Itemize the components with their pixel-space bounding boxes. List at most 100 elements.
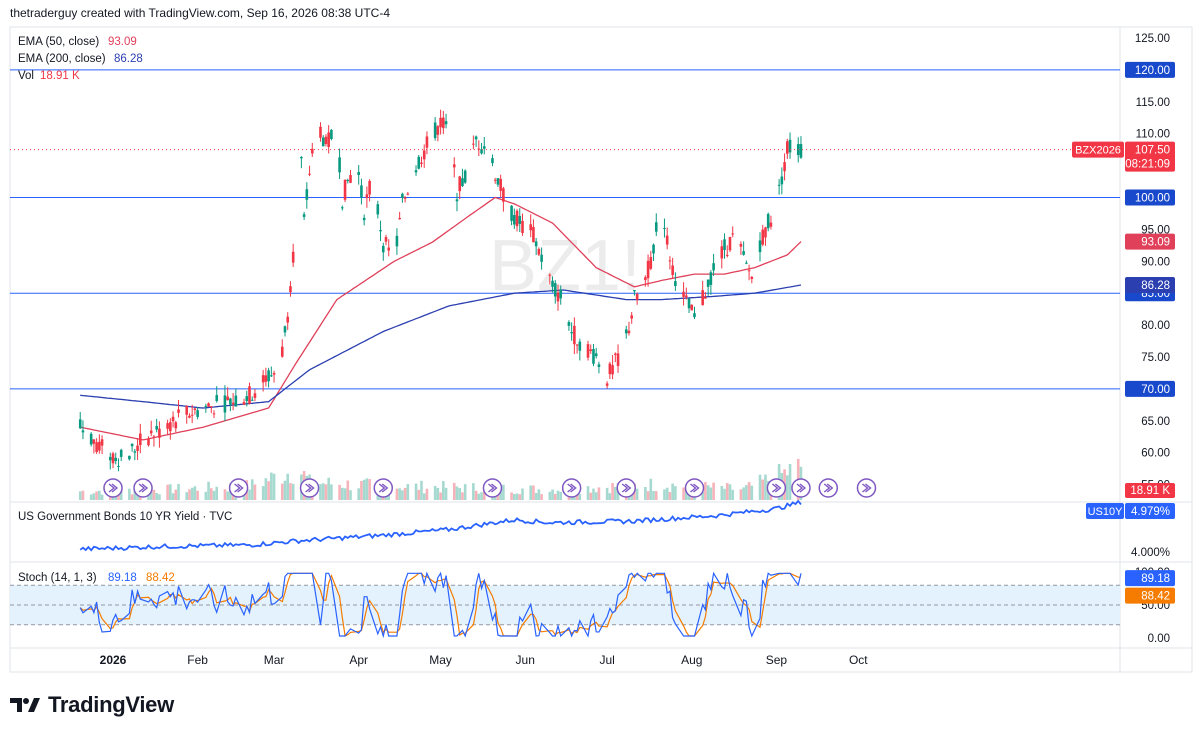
candle-body[interactable] [234,395,238,407]
candle-body[interactable] [357,172,360,175]
candle-body[interactable] [665,235,669,245]
tradingview-brand[interactable]: TradingView [10,692,174,718]
candle-body[interactable] [537,248,541,255]
candle-body[interactable] [493,179,497,181]
candle-body[interactable] [534,241,538,247]
candle-body[interactable] [491,158,494,164]
candle-body[interactable] [712,263,715,271]
candle-body[interactable] [425,136,429,148]
candle-body[interactable] [635,293,639,300]
candle-body[interactable] [89,433,93,445]
candle-body[interactable] [149,430,153,434]
candle-body[interactable] [548,274,552,276]
candle-body[interactable] [551,280,554,287]
stoch-k-line[interactable] [79,571,802,639]
last-price-tag[interactable] [1125,141,1175,172]
candle-body[interactable] [742,251,745,255]
candle-body[interactable] [728,236,732,251]
candle-body[interactable] [280,346,284,357]
candle-body[interactable] [226,396,229,401]
candle-body[interactable] [786,141,789,154]
candle-body[interactable] [633,290,636,292]
candle-body[interactable] [559,289,563,299]
candle-body[interactable] [704,297,707,299]
candle-body[interactable] [521,220,524,234]
candle-body[interactable] [207,403,210,407]
candle-body[interactable] [518,215,522,224]
candle-body[interactable] [111,453,115,464]
candle-body[interactable] [745,262,748,264]
price-axis[interactable]: 125.00120.00115.00110.00105.00100.0095.0… [1072,33,1175,498]
candle-body[interactable] [321,137,325,147]
candle-body[interactable] [605,383,609,386]
level-price-tag[interactable] [1125,189,1175,206]
candle-body[interactable] [461,178,464,187]
candle-body[interactable] [302,214,306,217]
candle-body[interactable] [209,406,213,408]
event-markers[interactable] [103,478,877,498]
candle-body[interactable] [463,170,467,183]
candle-body[interactable] [223,395,227,413]
candle-body[interactable] [310,148,314,154]
candle-body[interactable] [212,413,216,415]
candle-body[interactable] [687,298,691,309]
candle-body[interactable] [152,436,156,438]
candle-body[interactable] [433,122,437,139]
candle-body[interactable] [436,126,440,135]
candle-body[interactable] [283,326,287,333]
candle-body[interactable] [174,422,178,429]
candle-body[interactable] [231,402,235,405]
candle-body[interactable] [362,217,366,221]
candle-body[interactable] [654,222,658,232]
candle-body[interactable] [349,175,352,183]
candle-body[interactable] [706,279,710,287]
candle-body[interactable] [308,173,311,175]
candle-body[interactable] [403,197,407,199]
candle-body[interactable] [270,375,273,377]
candle-body[interactable] [395,235,399,247]
candle-body[interactable] [553,283,557,297]
candle-body[interactable] [242,402,246,405]
candle-body[interactable] [360,185,363,198]
candle-body[interactable] [248,386,251,404]
candle-body[interactable] [723,239,726,251]
candle-body[interactable] [439,117,442,128]
candle-body[interactable] [133,451,137,453]
candle-body[interactable] [750,276,754,279]
candle-body[interactable] [119,449,123,457]
candle-body[interactable] [379,230,382,232]
candle-body[interactable] [671,265,674,276]
candle-body[interactable] [761,229,765,245]
candle-body[interactable] [502,188,505,202]
candle-body[interactable] [455,199,459,202]
candle-body[interactable] [624,329,628,334]
candle-body[interactable] [261,375,265,383]
candle-body[interactable] [578,341,582,351]
candle-body[interactable] [652,244,655,254]
candle-body[interactable] [556,292,560,302]
candle-body[interactable] [693,313,696,318]
candle-body[interactable] [346,179,350,181]
candle-body[interactable] [499,178,502,191]
candle-body[interactable] [264,375,268,382]
candle-body[interactable] [250,399,254,401]
us10y-line[interactable] [79,499,802,552]
candle-body[interactable] [513,215,516,225]
candle-body[interactable] [646,260,650,279]
candle-body[interactable] [709,272,713,285]
candle-body[interactable] [608,363,612,375]
candle-body[interactable] [477,148,481,150]
us10y-panel[interactable]: US10Y 4.979% 4.000% [79,499,1175,559]
candle-body[interactable] [783,162,786,172]
candle-body[interactable] [627,330,631,334]
candle-body[interactable] [496,178,500,185]
candle-body[interactable] [777,184,781,186]
candle-body[interactable] [171,416,175,422]
candle-body[interactable] [92,439,96,444]
candle-body[interactable] [597,364,601,367]
candle-body[interactable] [136,445,139,451]
candle-body[interactable] [731,233,735,235]
candle-body[interactable] [289,286,292,293]
candle-body[interactable] [616,353,620,366]
